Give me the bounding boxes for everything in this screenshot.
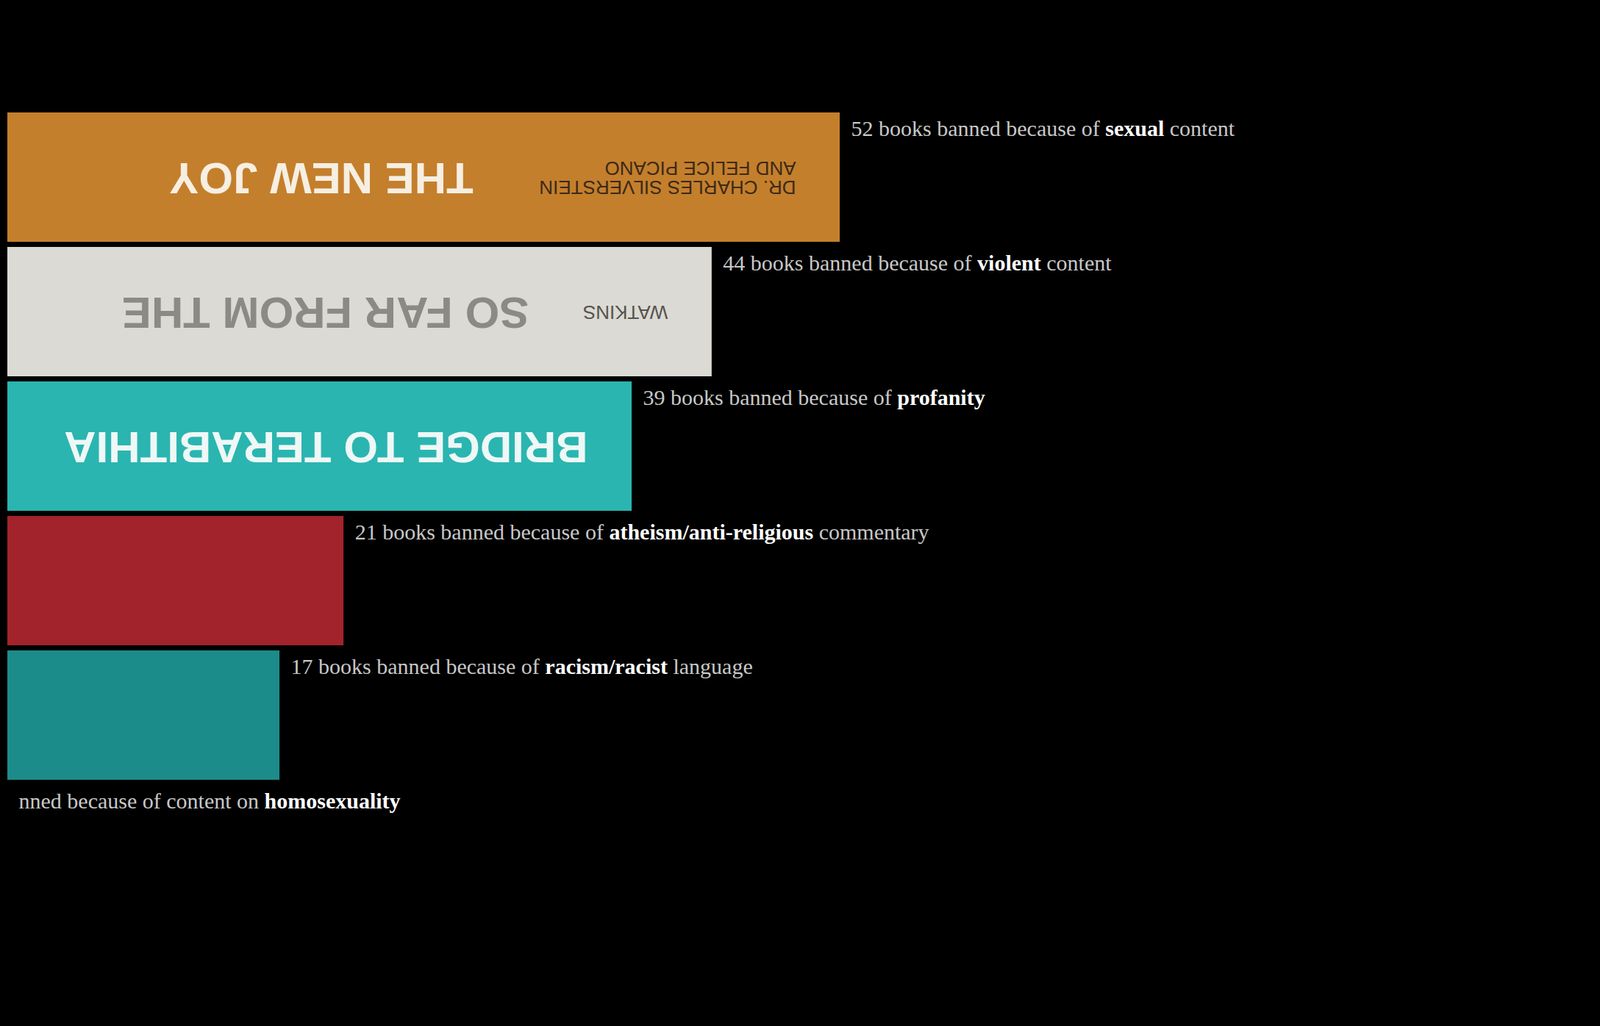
svg-text:BRIDGE TO TERABITHIA: BRIDGE TO TERABITHIA	[63, 422, 588, 473]
svg-text:WATKINS: WATKINS	[583, 301, 669, 324]
svg-text:17 books banned because of rac: 17 books banned because of racism/racist…	[291, 654, 753, 679]
svg-text:DR. CHARLES SILVERSTEINAND FEL: DR. CHARLES SILVERSTEINAND FELICE PICANO	[538, 157, 796, 199]
svg-text:21 books banned because of ath: 21 books banned because of atheism/anti-…	[355, 519, 930, 545]
svg-text:44 books banned because of vio: 44 books banned because of violent conte…	[722, 250, 1112, 275]
svg-text:nned because of content on hom: nned because of content on homosexuality	[19, 788, 401, 814]
svg-text:52 books banned because of sex: 52 books banned because of sexual conten…	[851, 116, 1236, 141]
svg-text:THE NEW JOY: THE NEW JOY	[169, 153, 473, 203]
svg-text:SO FAR FROM THE: SO FAR FROM THE	[122, 288, 529, 338]
svg-text:39 books banned because of pro: 39 books banned because of profanity	[643, 385, 986, 410]
